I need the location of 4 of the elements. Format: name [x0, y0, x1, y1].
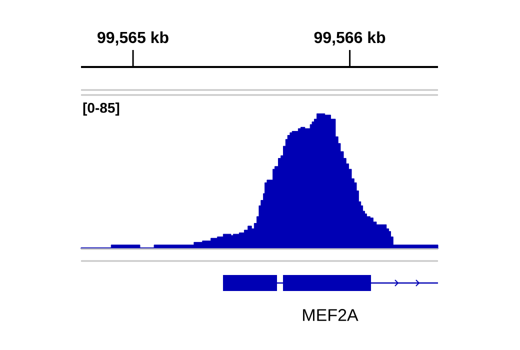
- text: MEF2A: [303, 309, 358, 321]
- x-tick-label: 99,566 kb: [314, 31, 386, 46]
- x-tick-label: 99,565 kb: [98, 31, 168, 46]
- annotation: [0-85]: [83, 102, 120, 116]
